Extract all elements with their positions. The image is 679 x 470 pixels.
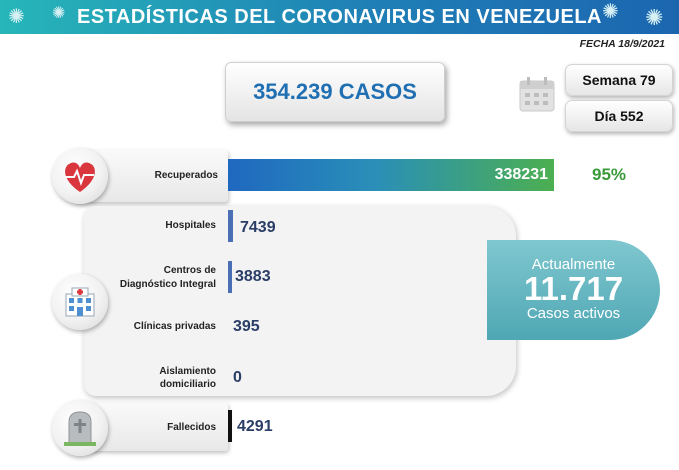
- page-title: ESTADÍSTICAS DEL CORONAVIRUS EN VENEZUEL…: [77, 6, 602, 28]
- total-cases-box: 354.239 CASOS: [225, 62, 445, 122]
- home-isolation-line2: domiciliario: [159, 379, 216, 390]
- total-cases-text: 354.239 CASOS: [253, 79, 417, 104]
- hospitals-value: 7439: [240, 219, 276, 236]
- clinics-value: 395: [233, 318, 260, 335]
- recovered-bar: [228, 159, 554, 191]
- virus-icon: ✺: [52, 5, 66, 22]
- home-isolation-label: Aislamiento domiciliario: [120, 365, 216, 391]
- virus-icon: ✺: [8, 6, 25, 28]
- deaths-value: 4291: [237, 418, 273, 435]
- virus-icon: ✺: [645, 5, 664, 30]
- hospitals-label: Hospitales: [165, 220, 216, 231]
- cdi-label-line2: Diagnóstico Integral: [119, 279, 216, 290]
- home-isolation-value: 0: [233, 369, 242, 386]
- active-number: 11.717: [523, 270, 624, 307]
- recovered-percent: 95%: [592, 165, 627, 184]
- clinics-label: Clínicas privadas: [133, 321, 216, 332]
- recovered-label: Recuperados: [154, 170, 218, 181]
- tombstone-icon: [64, 411, 96, 446]
- virus-icon: ✺: [602, 1, 619, 23]
- active-cases-panel: [84, 206, 516, 396]
- hospitals-bar: [228, 210, 233, 242]
- hospital-icon-circle: [52, 274, 108, 330]
- day-pill: Día 552: [565, 100, 673, 132]
- week-pill: Semana 79: [565, 64, 673, 96]
- heart-pulse-icon: [65, 162, 95, 192]
- recovered-value: 338231: [494, 166, 548, 183]
- header-banner: [0, 0, 679, 34]
- cdi-value: 3883: [235, 268, 271, 285]
- heart-icon-circle: [52, 148, 108, 204]
- hospital-icon: [65, 287, 95, 317]
- cdi-bar: [228, 261, 232, 293]
- active-cases-badge: Actualmente 11.717 Casos activos: [487, 240, 660, 340]
- deaths-label: Fallecidos: [167, 422, 216, 433]
- date-label: FECHA 18/9/2021: [579, 38, 665, 50]
- tombstone-icon-circle: [52, 400, 108, 456]
- deaths-bar: [228, 410, 232, 442]
- active-bottom-text: Casos activos: [526, 305, 621, 322]
- cdi-label: Centros de Diagnóstico Integral: [100, 264, 216, 292]
- home-isolation-line1: Aislamiento: [159, 366, 216, 377]
- calendar-icon: [519, 77, 555, 112]
- active-top-text: Actualmente: [531, 256, 616, 273]
- cdi-label-line1: Centros de: [163, 265, 216, 276]
